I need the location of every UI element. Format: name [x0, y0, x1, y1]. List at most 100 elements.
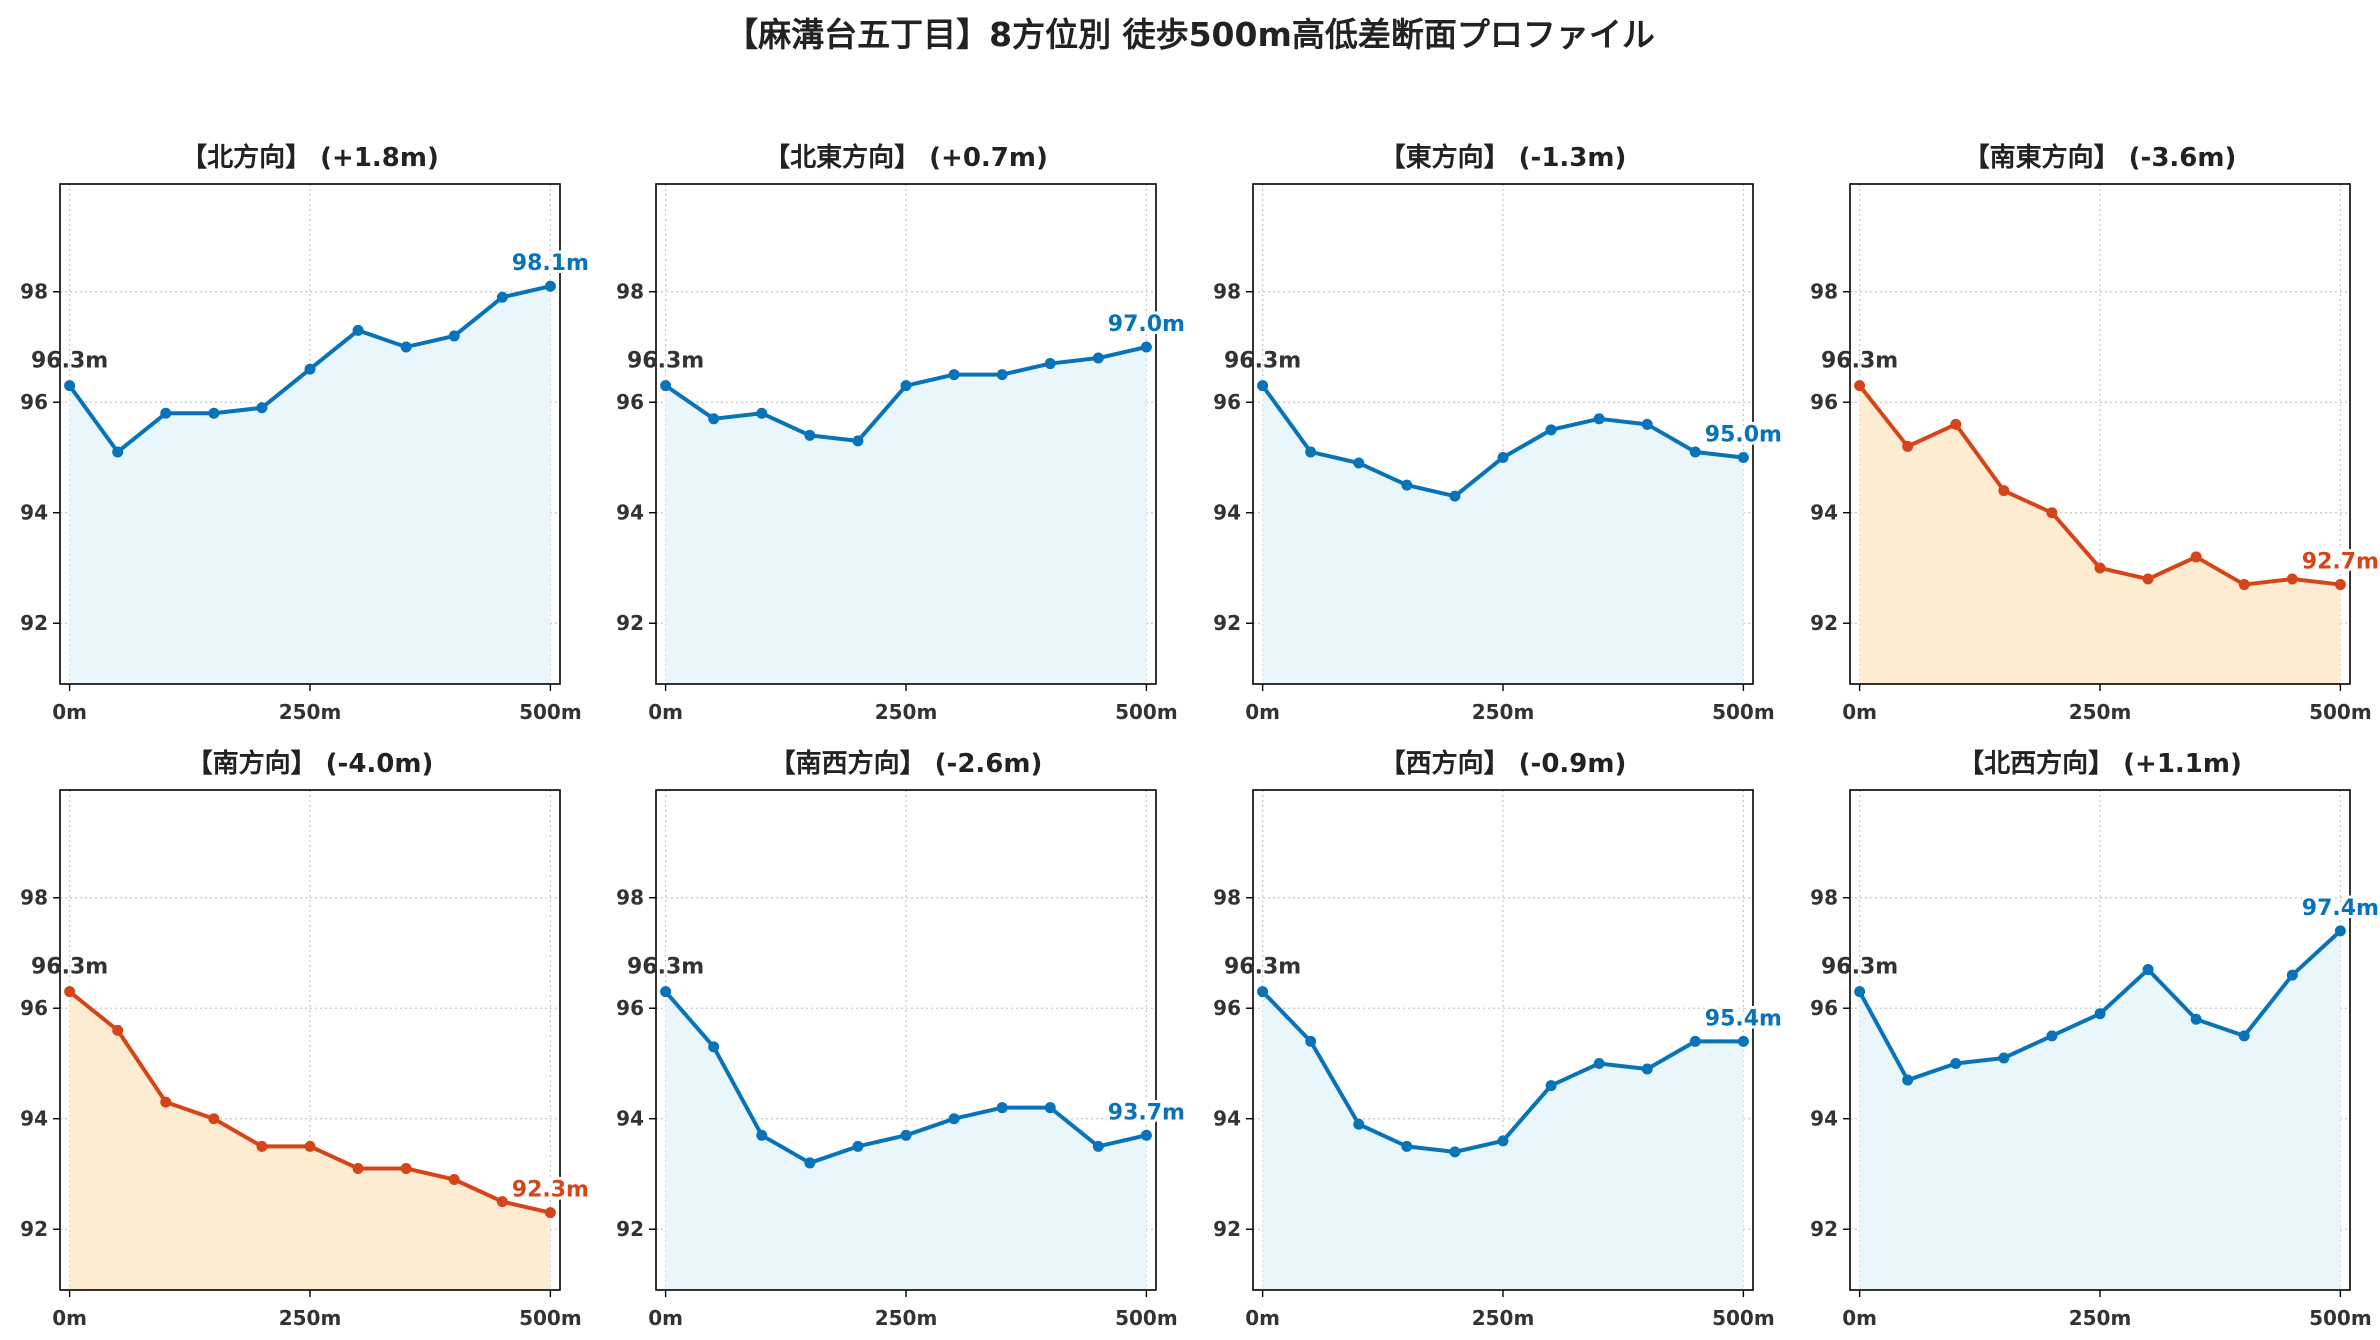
- data-point: [304, 1140, 316, 1152]
- elevation-area: [1859, 930, 2341, 1290]
- data-point: [1449, 1146, 1461, 1158]
- data-point: [544, 280, 556, 292]
- data-point: [64, 986, 76, 998]
- y-tick-label: 98: [616, 886, 644, 910]
- y-tick-label: 96: [616, 996, 644, 1020]
- y-tick-label: 98: [1810, 886, 1838, 910]
- data-point: [1854, 986, 1866, 998]
- start-value-label: 96.3m: [31, 349, 108, 374]
- data-point: [256, 402, 268, 414]
- end-value-label-halo: 97.4m: [2302, 896, 2379, 921]
- data-point: [1854, 380, 1866, 392]
- page-title: 【麻溝台五丁目】8方位別 徒歩500m高低差断面プロファイル: [725, 15, 1655, 54]
- x-tick-label: 0m: [1245, 700, 1280, 724]
- y-tick-label: 92: [616, 611, 644, 635]
- data-point: [756, 407, 768, 419]
- elevation-area: [665, 991, 1147, 1290]
- x-tick-label: 500m: [1712, 1306, 1775, 1330]
- end-value-label: 92.7m: [2302, 550, 2379, 575]
- y-tick-label: 92: [1810, 1217, 1838, 1241]
- start-value-label: 96.3m: [31, 955, 108, 980]
- data-point: [1092, 1140, 1104, 1152]
- chart-title: 【南西方向】 (-2.6m): [770, 748, 1043, 779]
- data-point: [1497, 1135, 1509, 1147]
- data-point: [1950, 418, 1962, 430]
- x-tick-label: 250m: [875, 700, 938, 724]
- data-point: [1401, 479, 1413, 491]
- end-value-label-halo: 95.0m: [1705, 422, 1782, 447]
- data-point: [1449, 490, 1461, 502]
- data-point: [900, 380, 912, 392]
- end-value-label-halo: 92.7m: [2302, 550, 2379, 575]
- y-tick-label: 98: [1810, 280, 1838, 304]
- data-point: [1140, 341, 1152, 353]
- y-tick-label: 98: [20, 280, 48, 304]
- data-point: [2142, 964, 2154, 976]
- y-tick-label: 98: [1213, 280, 1241, 304]
- start-value-label: 96.3m: [1821, 955, 1898, 980]
- x-tick-label: 500m: [1115, 1306, 1178, 1330]
- data-point: [1497, 451, 1509, 463]
- chart-title: 【北方向】 (+1.8m): [181, 142, 439, 173]
- data-point: [996, 1102, 1008, 1114]
- end-value-label-halo: 93.7m: [1108, 1100, 1185, 1125]
- start-value-label: 96.3m: [627, 349, 704, 374]
- data-point: [160, 1096, 172, 1108]
- chart-title: 【東方向】 (-1.3m): [1380, 142, 1627, 173]
- data-point: [64, 380, 76, 392]
- end-value-label-halo: 92.3m: [512, 1178, 589, 1203]
- data-point: [2190, 551, 2202, 563]
- x-tick-label: 0m: [648, 700, 683, 724]
- data-point: [2094, 562, 2106, 574]
- data-point: [448, 330, 460, 342]
- data-point: [208, 407, 220, 419]
- data-point: [1902, 440, 1914, 452]
- start-value-label: 96.3m: [627, 955, 704, 980]
- y-tick-label: 96: [1810, 996, 1838, 1020]
- chart-panel: 【南西方向】 (-2.6m) 0m 250m 500m 92 94 96 98 96.3m 93.…: [616, 748, 1188, 1330]
- y-tick-label: 94: [1213, 501, 1241, 525]
- x-tick-label: 500m: [1712, 700, 1775, 724]
- chart-title: 【西方向】 (-0.9m): [1380, 748, 1627, 779]
- data-point: [2094, 1008, 2106, 1020]
- data-point: [352, 324, 364, 336]
- data-point: [112, 1024, 124, 1036]
- data-point: [852, 1140, 864, 1152]
- y-tick-label: 96: [616, 390, 644, 414]
- data-point: [304, 363, 316, 375]
- data-point: [2286, 573, 2298, 585]
- data-point: [1353, 457, 1365, 469]
- data-point: [900, 1129, 912, 1141]
- data-point: [756, 1129, 768, 1141]
- y-tick-label: 94: [20, 1107, 48, 1131]
- x-tick-label: 250m: [279, 1306, 342, 1330]
- data-point: [660, 986, 672, 998]
- data-point: [1257, 380, 1269, 392]
- x-tick-label: 500m: [1115, 700, 1178, 724]
- data-point: [1092, 352, 1104, 364]
- data-point: [160, 407, 172, 419]
- data-point: [112, 446, 124, 458]
- end-value-label-halo: 97.0m: [1108, 312, 1185, 337]
- x-tick-label: 0m: [52, 1306, 87, 1330]
- data-point: [852, 435, 864, 447]
- y-tick-label: 92: [20, 1217, 48, 1241]
- data-point: [708, 413, 720, 425]
- end-value-label: 97.4m: [2302, 896, 2379, 921]
- data-point: [496, 1196, 508, 1208]
- start-value-label: 96.3m: [1224, 349, 1301, 374]
- data-point: [1950, 1057, 1962, 1069]
- start-value-label: 96.3m: [1224, 955, 1301, 980]
- data-point: [2046, 507, 2058, 519]
- data-point: [2238, 579, 2250, 591]
- end-value-label: 95.0m: [1705, 422, 1782, 447]
- data-point: [1641, 418, 1653, 430]
- data-point: [2334, 579, 2346, 591]
- data-point: [2286, 969, 2298, 981]
- data-point: [208, 1113, 220, 1125]
- end-value-label: 92.3m: [512, 1178, 589, 1203]
- data-point: [1902, 1074, 1914, 1086]
- data-point: [1140, 1129, 1152, 1141]
- x-tick-label: 0m: [648, 1306, 683, 1330]
- data-point: [948, 1113, 960, 1125]
